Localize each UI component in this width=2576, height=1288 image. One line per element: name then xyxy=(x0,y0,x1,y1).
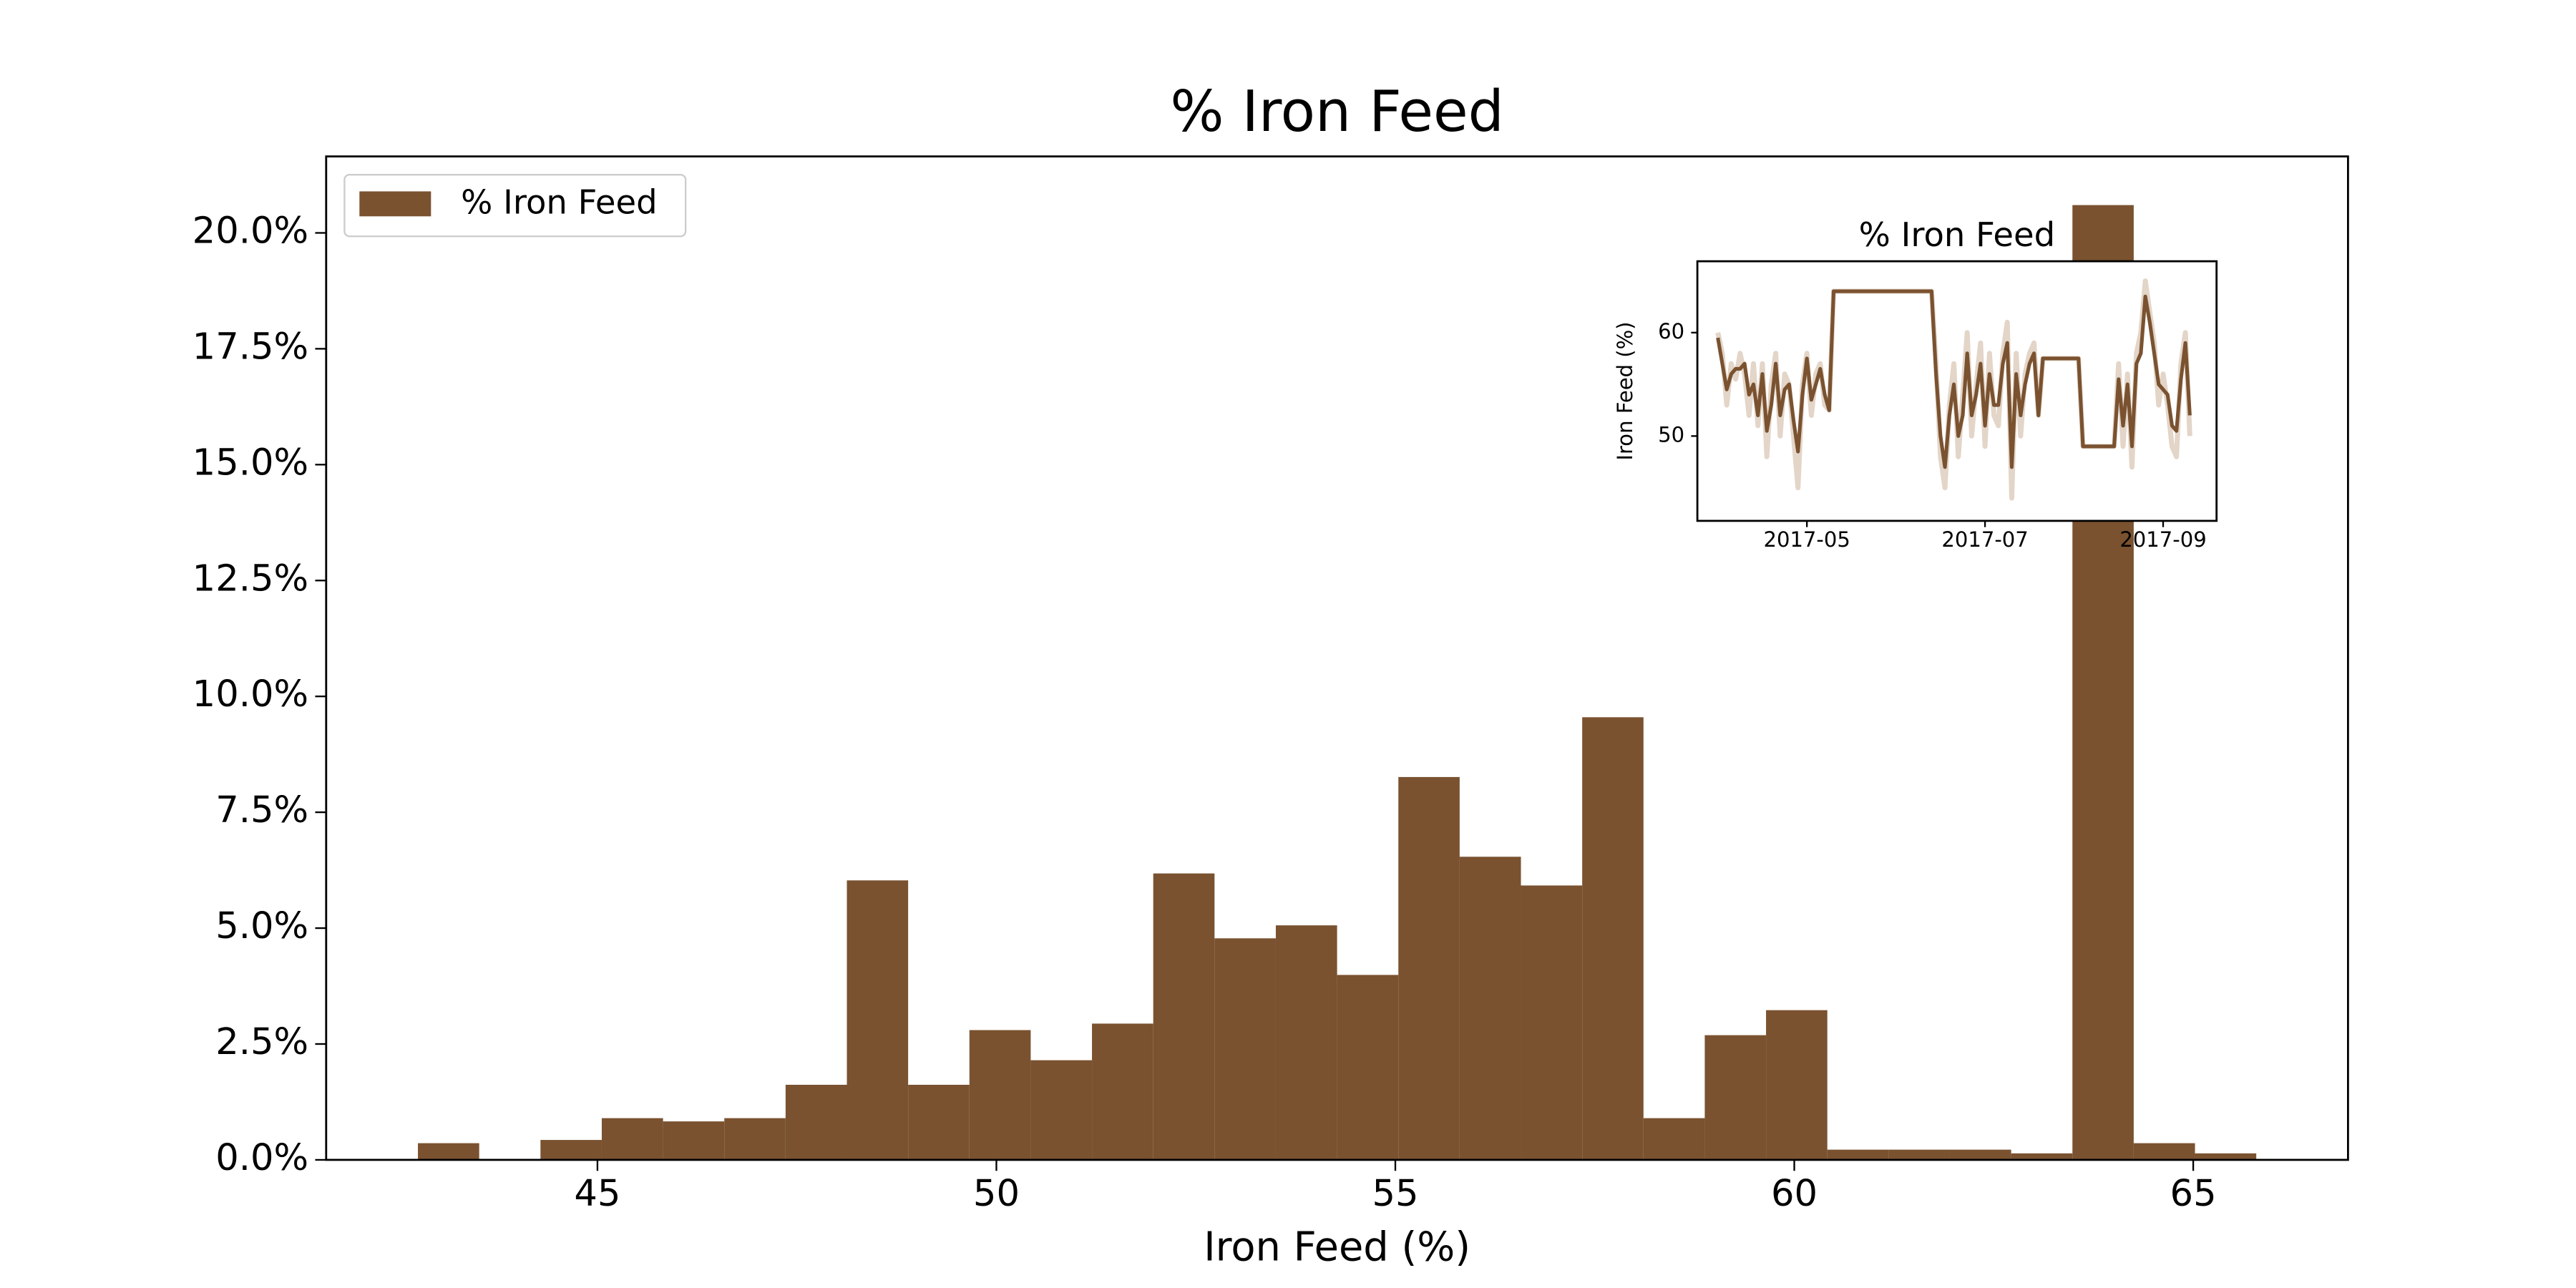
bar xyxy=(1766,1010,1828,1160)
bar xyxy=(601,1118,663,1160)
chart-title: % Iron Feed xyxy=(1170,79,1503,145)
bar xyxy=(1582,717,1644,1160)
bar xyxy=(663,1121,725,1160)
x-tick-label: 2017-09 xyxy=(2119,527,2206,552)
x-tick-label: 2017-05 xyxy=(1763,527,1850,552)
bar xyxy=(1153,873,1215,1160)
bar xyxy=(1949,1149,2011,1160)
bar xyxy=(1827,1149,1889,1160)
bar xyxy=(847,880,909,1160)
legend-swatch xyxy=(359,191,431,217)
line xyxy=(1715,278,2192,501)
bar xyxy=(1214,938,1276,1160)
x-tick-label: 50 xyxy=(973,1173,1020,1215)
bar xyxy=(418,1143,479,1160)
bar xyxy=(1459,857,1521,1160)
bar xyxy=(1521,885,1583,1160)
x-tick-label: 2017-07 xyxy=(1941,527,2028,552)
x-tick-label: 60 xyxy=(1771,1173,1818,1215)
bar xyxy=(1092,1023,1153,1160)
y-tick-label: 17.5% xyxy=(192,326,309,368)
bar xyxy=(2133,1143,2195,1160)
legend-box xyxy=(343,174,687,238)
bar xyxy=(1275,925,1337,1160)
y-tick-label: 60 xyxy=(1658,319,1684,343)
bar xyxy=(2195,1153,2257,1160)
x-tick-label: 45 xyxy=(574,1173,620,1215)
y-tick-label: 50 xyxy=(1658,422,1684,447)
y-tick-label: 15.0% xyxy=(192,441,309,484)
bar xyxy=(540,1140,602,1160)
bar xyxy=(1030,1060,1093,1160)
y-tick-label: 0.0% xyxy=(215,1137,308,1179)
y-tick-label: 10.0% xyxy=(192,673,309,716)
legend-label: % Iron Feed xyxy=(461,183,657,222)
y-tick-label: 2.5% xyxy=(215,1021,308,1063)
bar xyxy=(969,1030,1031,1160)
y-tick-label: 5.0% xyxy=(215,905,308,947)
bar xyxy=(1337,975,1399,1160)
x-tick-label: 65 xyxy=(2170,1173,2217,1215)
chart-title: % Iron Feed xyxy=(1859,215,2055,254)
bar xyxy=(2011,1153,2073,1160)
bar xyxy=(1643,1118,1705,1160)
y-tick-label: 20.0% xyxy=(192,210,309,252)
x-axis-label: Iron Feed (%) xyxy=(1204,1224,1470,1271)
bar xyxy=(785,1084,847,1160)
axes-frame xyxy=(1696,260,2218,522)
bar xyxy=(1704,1035,1767,1160)
y-axis-label: Iron Feed (%) xyxy=(1613,321,1637,460)
x-tick-label: 55 xyxy=(1372,1173,1418,1215)
line xyxy=(1716,289,2192,469)
bar xyxy=(1398,776,1460,1160)
y-tick-label: 12.5% xyxy=(192,557,309,600)
axes-frame xyxy=(325,155,2349,1161)
bar xyxy=(908,1084,970,1160)
y-tick-label: 7.5% xyxy=(215,789,308,831)
bar xyxy=(724,1118,786,1160)
bar xyxy=(1888,1149,1950,1160)
